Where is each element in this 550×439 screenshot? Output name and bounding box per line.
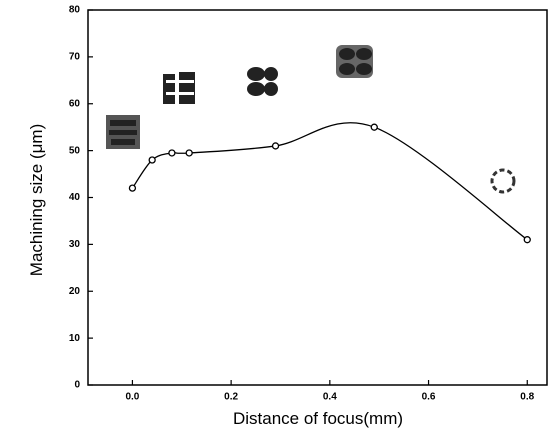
- y-axis-title: Machining size (μm): [27, 124, 46, 276]
- x-axis-title: Distance of focus(mm): [233, 409, 403, 428]
- micrograph: [106, 115, 140, 149]
- data-point: [168, 149, 176, 157]
- y-tick-label: 10: [69, 333, 81, 344]
- y-tick-label: 0: [74, 380, 80, 391]
- x-tick-label: 0.4: [323, 392, 337, 403]
- x-tick-label: 0.0: [125, 392, 139, 403]
- micrograph: [163, 72, 195, 104]
- y-tick-label: 60: [69, 98, 81, 109]
- y-tick-label: 80: [69, 5, 81, 16]
- y-tick-label: 40: [69, 192, 81, 203]
- y-tick-label: 30: [69, 239, 81, 250]
- micrograph: [490, 168, 516, 194]
- data-point: [271, 142, 280, 150]
- data-point: [523, 236, 531, 244]
- micrograph: [247, 67, 278, 96]
- y-tick-label: 70: [69, 52, 81, 63]
- x-tick-label: 0.6: [422, 392, 436, 403]
- x-tick-label: 0.2: [224, 392, 238, 403]
- y-tick-label: 20: [69, 286, 81, 297]
- data-point: [370, 123, 378, 131]
- micrograph: [336, 45, 373, 78]
- x-tick-label: 0.8: [520, 392, 534, 403]
- plot-frame: [87, 9, 548, 386]
- data-point: [185, 149, 193, 157]
- data-point: [128, 184, 137, 192]
- curve: [131, 122, 528, 241]
- data-point: [148, 156, 156, 164]
- y-tick-label: 50: [69, 145, 81, 156]
